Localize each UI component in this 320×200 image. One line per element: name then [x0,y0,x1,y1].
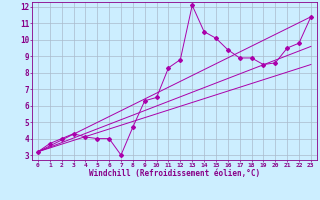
X-axis label: Windchill (Refroidissement éolien,°C): Windchill (Refroidissement éolien,°C) [89,169,260,178]
